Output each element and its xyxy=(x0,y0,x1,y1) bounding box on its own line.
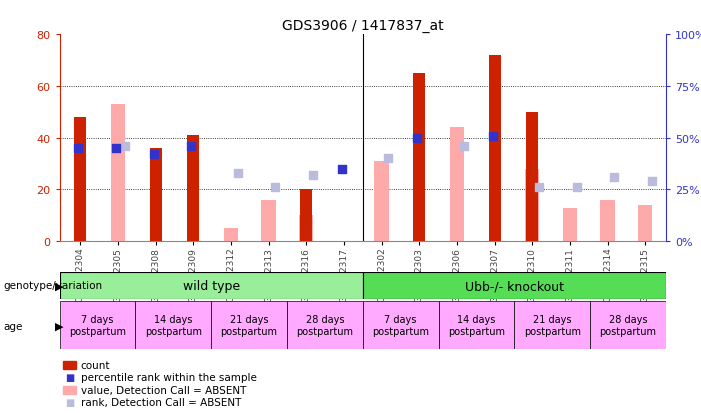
Point xyxy=(646,178,658,185)
Text: 14 days
postpartum: 14 days postpartum xyxy=(448,314,505,336)
Text: Ubb-/- knockout: Ubb-/- knockout xyxy=(465,280,564,292)
Text: 21 days
postpartum: 21 days postpartum xyxy=(524,314,580,336)
Bar xyxy=(525,169,539,242)
Bar xyxy=(413,74,426,242)
Text: 21 days
postpartum: 21 days postpartum xyxy=(221,314,278,336)
Bar xyxy=(300,190,313,242)
Text: count: count xyxy=(81,360,110,370)
Bar xyxy=(601,200,615,242)
Point xyxy=(232,170,243,177)
Point xyxy=(148,152,159,158)
Text: ▶: ▶ xyxy=(55,321,63,331)
Text: age: age xyxy=(4,321,23,331)
Text: 7 days
postpartum: 7 days postpartum xyxy=(372,314,429,336)
Text: ■: ■ xyxy=(64,373,74,382)
Text: ■: ■ xyxy=(64,397,74,407)
FancyBboxPatch shape xyxy=(287,301,363,349)
Text: genotype/variation: genotype/variation xyxy=(4,281,102,291)
Point xyxy=(111,145,122,152)
FancyBboxPatch shape xyxy=(60,273,363,299)
FancyBboxPatch shape xyxy=(363,273,666,299)
Point xyxy=(487,133,498,140)
FancyBboxPatch shape xyxy=(211,301,287,349)
Bar xyxy=(563,208,577,242)
Bar xyxy=(638,206,653,242)
Text: wild type: wild type xyxy=(183,280,240,292)
Text: percentile rank within the sample: percentile rank within the sample xyxy=(81,373,257,382)
Point xyxy=(73,145,84,152)
Text: 28 days
postpartum: 28 days postpartum xyxy=(599,314,657,336)
Point xyxy=(383,156,394,162)
Point xyxy=(533,185,545,191)
Point xyxy=(270,185,281,191)
Point xyxy=(608,174,620,181)
Text: value, Detection Call = ABSENT: value, Detection Call = ABSENT xyxy=(81,385,246,395)
Bar xyxy=(187,136,199,242)
Point xyxy=(308,172,319,179)
Point xyxy=(119,143,130,150)
Text: 14 days
postpartum: 14 days postpartum xyxy=(145,314,202,336)
Bar xyxy=(299,216,313,242)
Bar xyxy=(489,56,501,242)
Bar xyxy=(450,128,464,242)
Point xyxy=(458,143,469,150)
FancyBboxPatch shape xyxy=(590,301,666,349)
FancyBboxPatch shape xyxy=(363,301,439,349)
Bar xyxy=(261,200,275,242)
FancyBboxPatch shape xyxy=(515,301,590,349)
Point xyxy=(186,143,197,150)
Bar xyxy=(374,161,389,242)
Text: 28 days
postpartum: 28 days postpartum xyxy=(297,314,353,336)
Bar xyxy=(74,118,86,242)
FancyBboxPatch shape xyxy=(135,301,211,349)
Text: ▶: ▶ xyxy=(55,281,63,291)
Text: 7 days
postpartum: 7 days postpartum xyxy=(69,314,126,336)
Point xyxy=(411,135,423,142)
Title: GDS3906 / 1417837_at: GDS3906 / 1417837_at xyxy=(282,19,444,33)
FancyBboxPatch shape xyxy=(439,301,515,349)
Bar xyxy=(111,105,125,242)
Bar xyxy=(149,149,162,242)
Bar xyxy=(224,229,238,242)
Point xyxy=(336,166,348,173)
Point xyxy=(571,185,583,191)
FancyBboxPatch shape xyxy=(60,301,135,349)
Bar xyxy=(526,113,538,242)
Text: rank, Detection Call = ABSENT: rank, Detection Call = ABSENT xyxy=(81,397,241,407)
